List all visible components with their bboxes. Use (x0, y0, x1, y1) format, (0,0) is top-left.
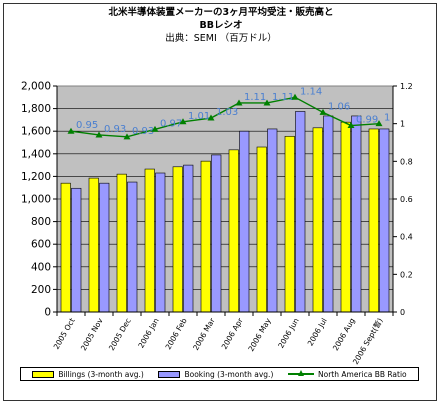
ratio-data-label: 0.97 (160, 118, 182, 129)
bar-billings (60, 182, 71, 313)
left-tick-label: 2,000 (21, 81, 51, 93)
ratio-data-label: 1.11 (244, 92, 266, 103)
ratio-marker (207, 114, 215, 121)
x-tick-label: 2006 Mar (191, 316, 217, 352)
bar-billings (340, 121, 351, 313)
ratio-marker (263, 99, 271, 106)
bar-billings (284, 135, 295, 313)
bar-billings (88, 177, 99, 313)
right-tick-label: 0.4 (400, 233, 413, 242)
legend-item-ratio: North America BB Ratio (288, 370, 407, 379)
legend-label-booking: Booking (3-month avg.) (184, 369, 274, 379)
bar-billings (144, 168, 155, 313)
left-tick-label: 800 (31, 216, 51, 228)
ratio-data-label: 1.14 (300, 86, 322, 97)
bar-booking (351, 115, 362, 313)
bar-billings (312, 127, 323, 313)
x-tick-label: 2006 Aug (331, 316, 357, 352)
legend-swatch-booking (158, 370, 181, 378)
bar-booking (155, 172, 166, 313)
left-tick-label: 600 (31, 239, 51, 251)
legend-item-billings: Billings (3-month avg.) (32, 370, 144, 379)
bar-booking (267, 128, 278, 313)
bar-billings (228, 149, 239, 313)
left-tick-label: 1,400 (21, 148, 51, 160)
chart-titles: 北米半導体装置メーカーの3ヶ月平均受注・販売高と BBレシオ 出典：SEMI （… (0, 6, 442, 45)
chart-title-line2: BBレシオ (199, 20, 243, 31)
bar-booking (127, 181, 138, 313)
bar-booking (99, 182, 110, 313)
ratio-data-label: 1 (384, 113, 390, 124)
x-tick-label: 2006 Jul (306, 317, 329, 348)
right-tick-label: 0.2 (400, 270, 413, 279)
ratio-line (70, 96, 380, 138)
ratio-data-label: 0.93 (104, 124, 126, 135)
x-tick-label: 2005 Dec (107, 317, 133, 353)
x-tick-label: 2006 May (246, 316, 273, 353)
ratio-marker (123, 133, 131, 140)
left-tick-label: 0 (44, 307, 51, 319)
left-tick-label: 200 (31, 284, 51, 296)
legend-swatch-ratio (288, 370, 315, 378)
ratio-marker (95, 131, 103, 138)
bar-booking (323, 115, 334, 313)
bar-billings (256, 146, 267, 313)
x-tick-label: 2006 Feb (164, 316, 189, 351)
right-tick-label: 0.6 (400, 195, 413, 204)
left-tick-label: 1,800 (21, 103, 51, 115)
left-tick-label: 1,000 (21, 194, 51, 206)
right-tick-label: 1.2 (400, 82, 413, 91)
bar-billings (368, 128, 379, 313)
bar-booking (71, 187, 82, 313)
bar-booking (211, 154, 222, 313)
right-tick-label: 0.8 (400, 157, 413, 166)
ratio-data-label: 0.95 (76, 120, 98, 131)
ratio-marker (67, 127, 75, 134)
ratio-data-label: 1.06 (328, 101, 350, 112)
ratio-data-label: 1.01 (188, 111, 210, 122)
ratio-data-label: 0.93 (132, 126, 154, 137)
x-tick-label: 2006 Jan (136, 316, 160, 349)
left-tick-label: 400 (31, 261, 51, 273)
ratio-marker (347, 122, 355, 129)
ratio-data-label: 0.99 (356, 115, 378, 126)
ratio-marker (319, 108, 327, 115)
ratio-data-label: 1.03 (216, 107, 238, 118)
legend-label-billings: Billings (3-month avg.) (58, 369, 144, 379)
bar-booking (239, 130, 250, 313)
chart-subtitle: 出典：SEMI （百万ドル） (165, 33, 277, 44)
left-tick-label: 1,200 (21, 171, 51, 183)
bar-billings (172, 166, 183, 313)
left-tick-label: 1,600 (21, 126, 51, 138)
ratio-data-label: 1.11 (272, 92, 294, 103)
right-tick-label: 0 (400, 308, 405, 317)
ratio-marker (179, 118, 187, 125)
legend-swatch-billings (32, 370, 55, 378)
chart-title-line1: 北米半導体装置メーカーの3ヶ月平均受注・販売高と (108, 7, 334, 18)
ratio-marker (151, 125, 159, 132)
x-tick-label: 2005 Nov (79, 316, 105, 352)
bar-billings (116, 173, 127, 313)
x-tick-label: 2005 Oct (52, 316, 77, 350)
bar-booking (295, 111, 306, 313)
ratio-marker (375, 120, 383, 127)
bar-booking (379, 128, 390, 313)
x-tick-label: 2006 Jun (276, 316, 301, 349)
legend: Billings (3-month avg.) Booking (3-month… (20, 367, 419, 381)
ratio-marker (291, 93, 299, 100)
x-tick-label: 2006 Apr (220, 316, 245, 351)
ratio-marker (235, 99, 243, 106)
bar-booking (183, 164, 194, 313)
right-tick-label: 1 (400, 120, 405, 129)
legend-item-booking: Booking (3-month avg.) (158, 370, 273, 379)
bar-billings (200, 160, 211, 313)
legend-label-ratio: North America BB Ratio (318, 369, 407, 379)
